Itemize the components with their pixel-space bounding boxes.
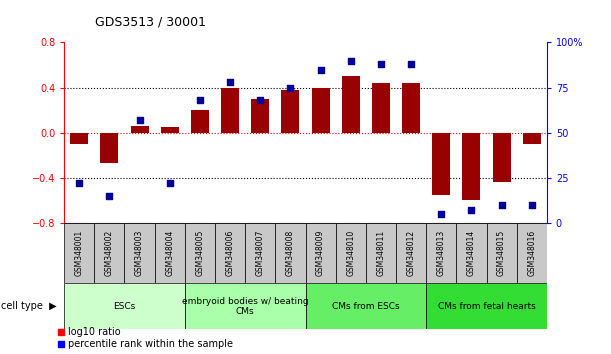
Bar — [276, 223, 306, 283]
Bar — [70, 133, 89, 144]
Text: GSM348003: GSM348003 — [135, 230, 144, 276]
Bar — [100, 133, 119, 163]
Bar — [221, 88, 239, 133]
Text: GSM348008: GSM348008 — [286, 230, 295, 276]
Bar — [463, 133, 480, 200]
Bar — [335, 223, 366, 283]
Bar — [312, 88, 330, 133]
Bar — [492, 133, 511, 182]
Bar — [191, 110, 209, 133]
Text: GSM348013: GSM348013 — [437, 230, 446, 276]
Text: GSM348015: GSM348015 — [497, 230, 506, 276]
Text: CMs from ESCs: CMs from ESCs — [332, 302, 400, 311]
Bar — [396, 223, 426, 283]
Point — [285, 85, 295, 91]
Bar — [306, 283, 426, 329]
Text: cell type  ▶: cell type ▶ — [1, 301, 57, 311]
Text: GSM348002: GSM348002 — [105, 230, 114, 276]
Text: GSM348014: GSM348014 — [467, 230, 476, 276]
Text: CMs from fetal hearts: CMs from fetal hearts — [437, 302, 535, 311]
Point — [134, 117, 144, 123]
Text: GSM348007: GSM348007 — [256, 230, 265, 276]
Point — [165, 181, 175, 186]
Bar — [64, 283, 185, 329]
Text: GSM348001: GSM348001 — [75, 230, 84, 276]
Bar — [185, 283, 306, 329]
Bar — [432, 133, 450, 195]
Text: GSM348005: GSM348005 — [196, 230, 205, 276]
Text: GSM348010: GSM348010 — [346, 230, 355, 276]
Legend: log10 ratio, percentile rank within the sample: log10 ratio, percentile rank within the … — [57, 327, 233, 349]
Bar — [215, 223, 245, 283]
Bar — [94, 223, 125, 283]
Point — [376, 61, 386, 67]
Bar — [155, 223, 185, 283]
Point — [406, 61, 416, 67]
Bar — [486, 223, 517, 283]
Point — [225, 79, 235, 85]
Bar — [306, 223, 335, 283]
Bar — [372, 83, 390, 133]
Text: ESCs: ESCs — [114, 302, 136, 311]
Text: GSM348004: GSM348004 — [165, 230, 174, 276]
Text: GDS3513 / 30001: GDS3513 / 30001 — [95, 15, 206, 28]
Text: GSM348006: GSM348006 — [225, 230, 235, 276]
Bar — [426, 283, 547, 329]
Text: embryoid bodies w/ beating
CMs: embryoid bodies w/ beating CMs — [182, 297, 309, 316]
Bar — [245, 223, 276, 283]
Bar — [185, 223, 215, 283]
Bar — [426, 223, 456, 283]
Point — [346, 58, 356, 63]
Point — [316, 67, 326, 73]
Point — [436, 211, 446, 217]
Text: GSM348016: GSM348016 — [527, 230, 536, 276]
Bar — [523, 133, 541, 144]
Point — [104, 193, 114, 199]
Point — [467, 207, 477, 213]
Bar — [402, 83, 420, 133]
Point — [195, 97, 205, 103]
Bar — [131, 126, 148, 133]
Text: GSM348012: GSM348012 — [406, 230, 415, 276]
Text: GSM348009: GSM348009 — [316, 230, 325, 276]
Bar — [161, 127, 179, 133]
Bar — [517, 223, 547, 283]
Bar — [342, 76, 360, 133]
Text: GSM348011: GSM348011 — [376, 230, 386, 276]
Point — [497, 202, 507, 208]
Bar — [125, 223, 155, 283]
Point — [527, 202, 536, 208]
Bar — [282, 90, 299, 133]
Point — [255, 97, 265, 103]
Bar — [251, 99, 269, 133]
Bar — [366, 223, 396, 283]
Bar — [64, 223, 94, 283]
Bar — [456, 223, 486, 283]
Point — [75, 181, 84, 186]
